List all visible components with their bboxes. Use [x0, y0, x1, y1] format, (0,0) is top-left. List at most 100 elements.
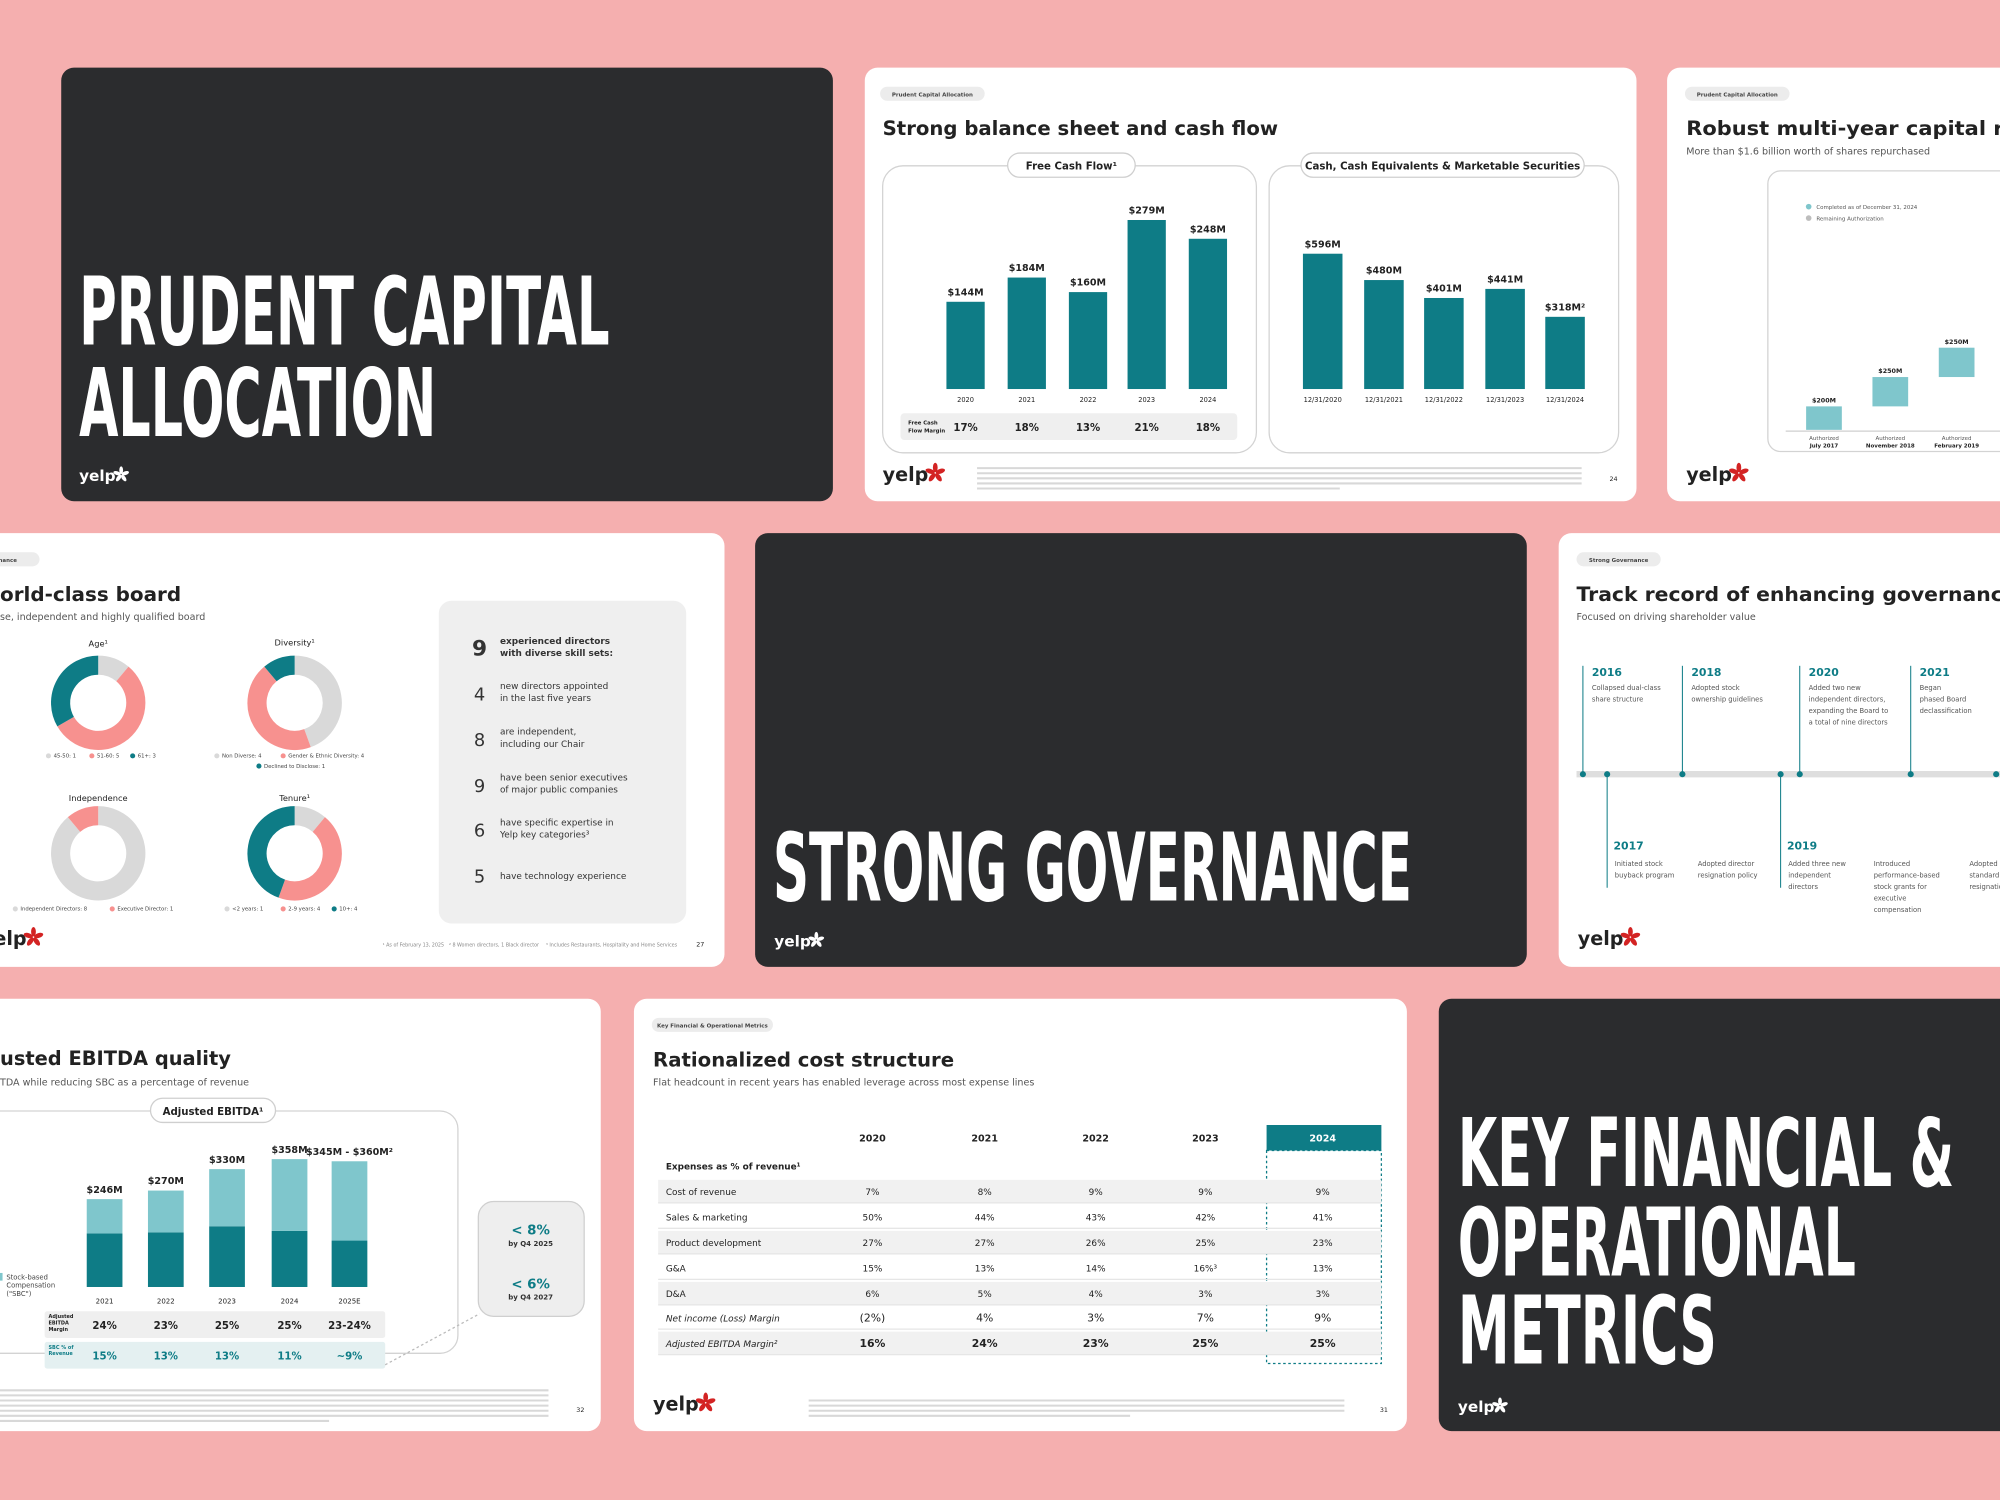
logo-burst: [1729, 468, 1739, 474]
timeline-dot: [1604, 771, 1611, 778]
x-label: July 2017: [1809, 444, 1839, 450]
x-label: 2022: [1080, 396, 1097, 404]
donut-title: Tenure¹: [278, 793, 310, 803]
x-label: 12/31/2021: [1365, 396, 1403, 404]
bar-label: $184M: [1009, 263, 1045, 274]
table-cell: 44%: [975, 1214, 995, 1224]
table-cell: 15%: [863, 1265, 883, 1275]
bar-segment: [209, 1226, 245, 1287]
x-label: 12/31/2023: [1486, 396, 1524, 404]
target-value: < 8%: [511, 1224, 550, 1239]
slide-card: [1438, 998, 2000, 1432]
column-header: 2023: [1192, 1134, 1219, 1145]
x-label: 12/31/2022: [1425, 396, 1463, 404]
table-cell: 9%: [1089, 1188, 1103, 1198]
stat-text: have been senior executives: [500, 774, 628, 784]
bar: [1545, 316, 1585, 390]
table-cell: 24%: [972, 1337, 998, 1350]
stat-number: 9: [472, 637, 487, 662]
donut-segment: [294, 655, 342, 748]
timeline-dot: [1907, 771, 1914, 778]
bar-label: $144M: [948, 287, 984, 298]
row-value: 23-24%: [328, 1321, 371, 1332]
table-cell: (2%): [860, 1311, 886, 1324]
slide-subtitle: Flat headcount in recent years has enabl…: [653, 1077, 1034, 1088]
timeline-text: Adopted: [1969, 860, 1997, 868]
x-label: 2025E: [338, 1297, 360, 1306]
page-number: 31: [1380, 1406, 1388, 1414]
row-value: 25%: [215, 1321, 239, 1332]
table-cell: 27%: [863, 1239, 883, 1249]
donut-segment: [57, 666, 146, 750]
panel-heading: Free Cash Flow¹: [1026, 162, 1117, 173]
logo-burst: [1494, 1405, 1501, 1413]
logo-burst: [1630, 932, 1641, 939]
column-header: 2022: [1082, 1134, 1109, 1145]
stat-text: Yelp key categories³: [499, 830, 590, 840]
logo-burst: [1738, 473, 1746, 482]
metric-row: [44, 1311, 386, 1339]
x-label: Authorized: [1809, 436, 1839, 442]
logo: yelp: [79, 467, 116, 485]
row-value: 15%: [92, 1352, 116, 1363]
tag-label: Strong Governance: [0, 558, 17, 564]
legend-dot: [280, 753, 286, 759]
timeline-text: expanding the Board to: [1809, 707, 1889, 715]
panel-heading-pill: [149, 1097, 277, 1124]
bar-label: $480M: [1366, 266, 1402, 277]
logo-burst: [1623, 937, 1631, 946]
timeline-text: Added two new: [1809, 684, 1862, 692]
logo-burst: [115, 474, 122, 482]
bar: [1127, 219, 1166, 390]
timeline-year: 2020: [1809, 666, 1840, 679]
logo-burst: [816, 940, 822, 947]
legend-label: Completed as of December 31, 2024: [1816, 205, 1917, 211]
logo-burst: [1492, 1402, 1500, 1407]
tag-pill: [0, 552, 40, 567]
table-cell: 16%³: [1194, 1265, 1218, 1275]
row-value: 13%: [154, 1352, 178, 1363]
logo-burst: [808, 936, 816, 941]
logo-burst: [1630, 937, 1638, 946]
legend-dot: [224, 906, 230, 912]
donut-segment: [67, 806, 99, 833]
target-date: by Q4 2027: [508, 1293, 553, 1302]
bar: [1938, 347, 1975, 378]
stats-panel: [438, 600, 687, 924]
bar-label: $345M - $360M²: [306, 1147, 393, 1158]
row-label: Flow Margin: [908, 428, 945, 434]
table-cell: 9%: [1198, 1188, 1212, 1198]
logo-burst: [23, 932, 33, 939]
section-title: ALLOCATION: [79, 349, 436, 459]
timeline-text: ownership guidelines: [1691, 696, 1763, 704]
row-label: G&A: [666, 1265, 687, 1275]
stat-text: including our Chair: [500, 740, 585, 750]
slide-title: usted EBITDA quality: [0, 1047, 231, 1070]
legend-label: 45-50: 1: [54, 754, 76, 760]
logo-burst: [935, 473, 942, 482]
row-label: D&A: [666, 1290, 687, 1300]
table-cell: 13%: [1313, 1265, 1333, 1275]
page-number: 27: [696, 940, 704, 948]
logo-burst: [33, 937, 41, 946]
timeline-dot: [1579, 771, 1586, 778]
x-label: 2023: [218, 1297, 236, 1306]
legend-dot: [12, 906, 18, 912]
timeline-text: Initiated stock: [1615, 860, 1663, 868]
column-header: 2020: [859, 1134, 886, 1145]
slide-title: Track record of enhancing governance: [1577, 583, 2000, 606]
logo-burst: [119, 466, 124, 474]
timeline-text: directors: [1788, 883, 1818, 891]
stat-text: in the last five years: [500, 694, 591, 704]
donut-title: Age¹: [89, 639, 108, 649]
donut-segment: [278, 817, 342, 901]
legend-label: Declined to Disclose: 1: [264, 764, 325, 770]
bar-label: $250M: [1945, 338, 1969, 346]
bar: [1806, 406, 1842, 430]
logo-burst: [699, 1403, 706, 1412]
logo-burst: [932, 462, 938, 473]
panel-heading: Adjusted EBITDA¹: [163, 1107, 264, 1118]
highlight-header: [1266, 1124, 1382, 1151]
panel-heading-pill: [1300, 152, 1585, 178]
